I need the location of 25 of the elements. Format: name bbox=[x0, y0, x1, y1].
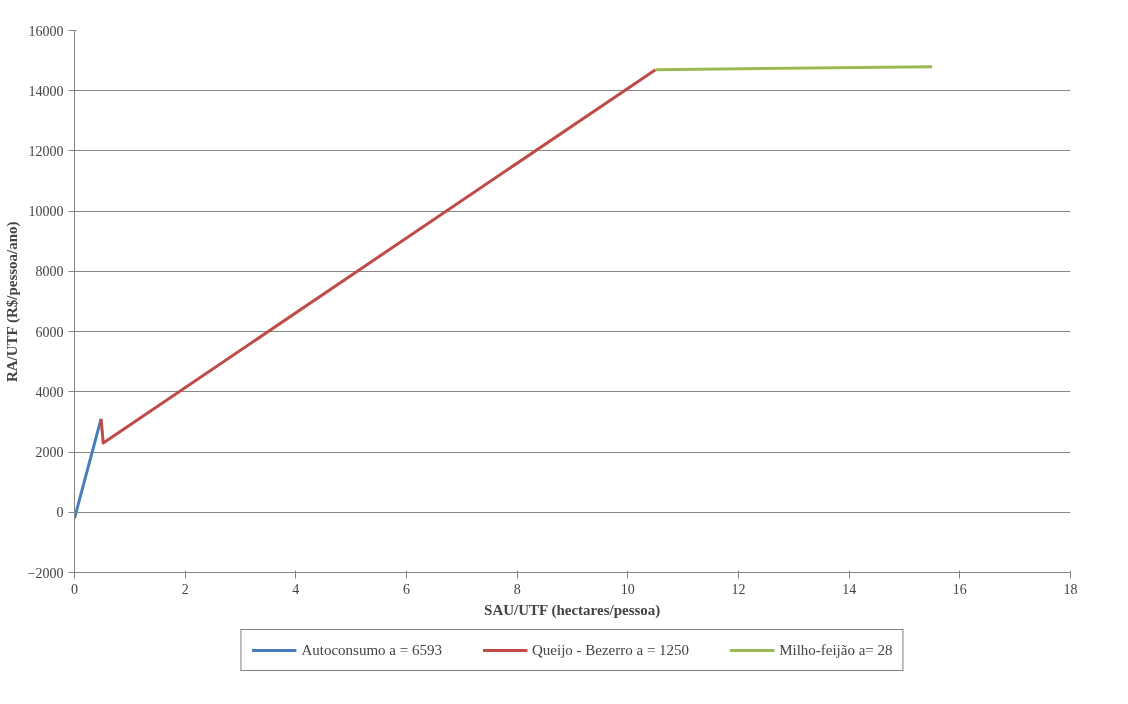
y-tick-label: 4000 bbox=[35, 384, 64, 400]
y-axis-title: RA/UTF (R$/pessoa/ano) bbox=[3, 221, 21, 383]
legend-label: Autoconsumo a = 6593 bbox=[301, 641, 442, 659]
y-tick-label: 6000 bbox=[35, 324, 64, 340]
y-tick-label: 12000 bbox=[28, 143, 64, 159]
legend-label: Milho-feijão a= 28 bbox=[779, 641, 893, 659]
y-tick-label: 2000 bbox=[35, 445, 64, 461]
y-tick-label: 8000 bbox=[35, 264, 64, 280]
x-tick-label: 16 bbox=[952, 581, 967, 597]
x-tick-label: 12 bbox=[731, 581, 746, 597]
y-tick-label: 16000 bbox=[28, 23, 64, 39]
y-tick-label: −2000 bbox=[27, 565, 64, 581]
x-tick-label: 6 bbox=[403, 581, 410, 597]
x-tick-label: 4 bbox=[292, 581, 300, 597]
x-tick-label: 2 bbox=[181, 581, 189, 597]
x-tick-label: 0 bbox=[71, 581, 78, 597]
x-tick-label: 18 bbox=[1063, 581, 1078, 597]
y-tick-label: 10000 bbox=[28, 204, 64, 220]
x-tick-label: 8 bbox=[513, 581, 521, 597]
y-tick-label: 0 bbox=[56, 505, 64, 521]
y-tick-label: 14000 bbox=[28, 83, 64, 99]
x-tick-label: 10 bbox=[620, 581, 635, 597]
x-axis-title: SAU/UTF (hectares/pessoa) bbox=[484, 601, 661, 619]
x-tick-label: 14 bbox=[842, 581, 857, 597]
legend-label: Queijo - Bezerro a = 1250 bbox=[531, 641, 690, 659]
